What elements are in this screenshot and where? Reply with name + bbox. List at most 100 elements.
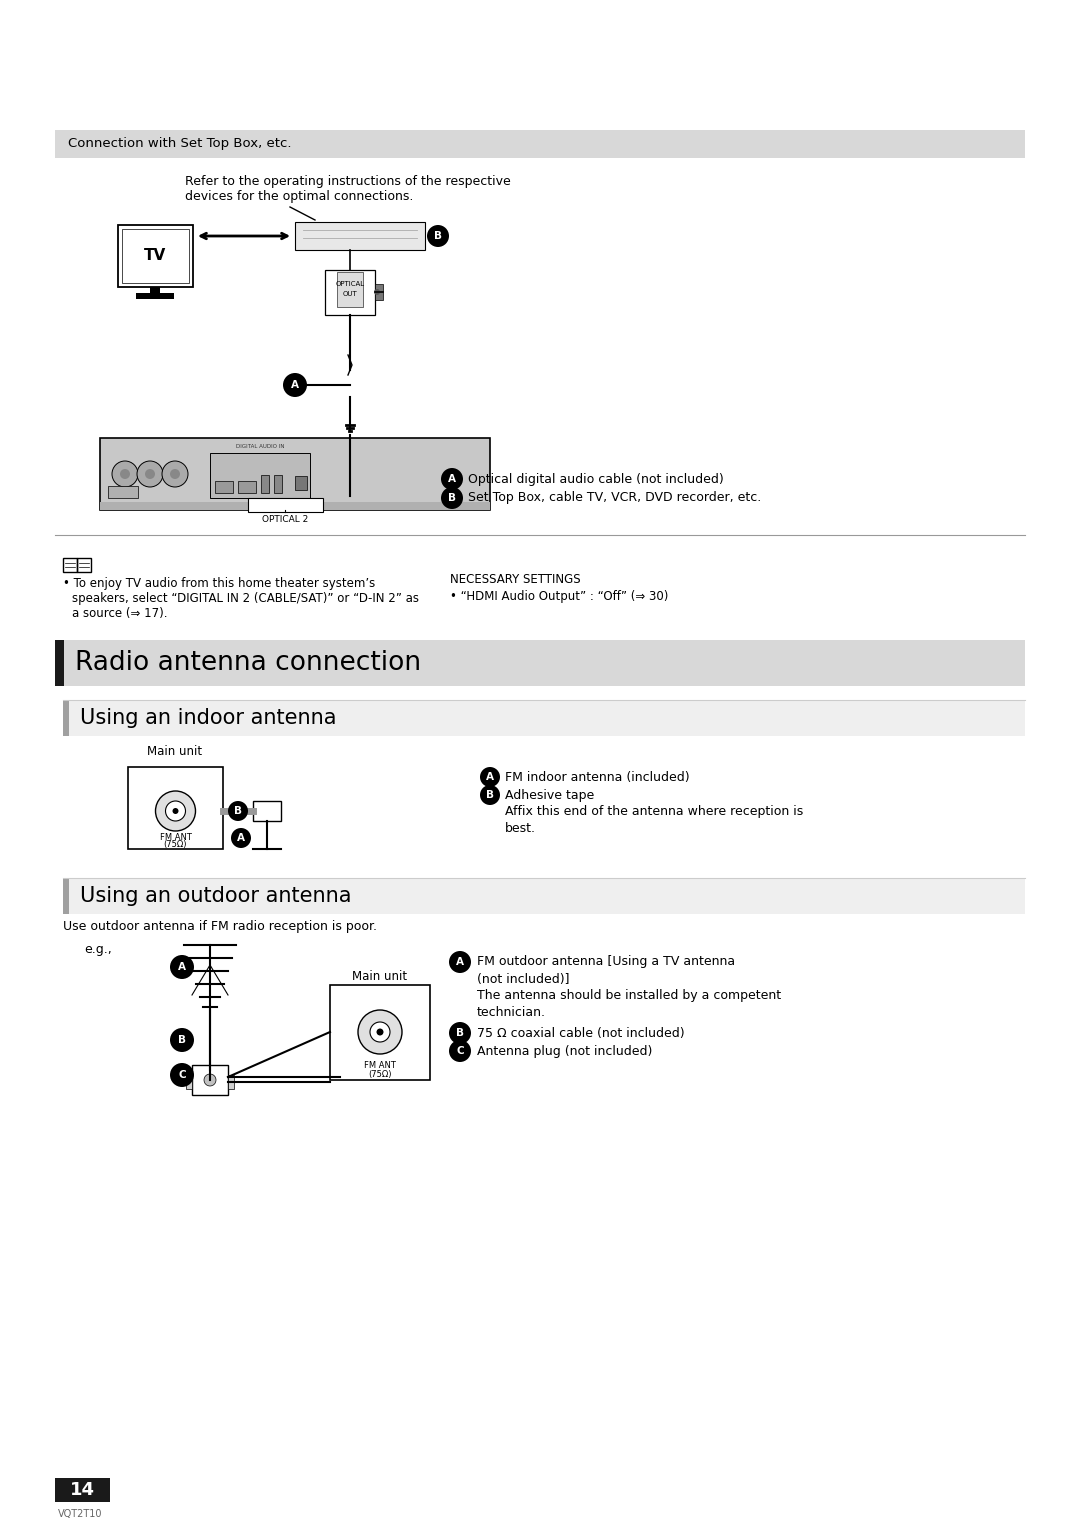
Circle shape [170, 1028, 194, 1051]
Bar [248, 498, 323, 512]
Circle shape [165, 801, 186, 821]
Bar [55, 640, 64, 686]
Circle shape [170, 469, 180, 478]
Text: A: A [456, 957, 464, 967]
Bar [228, 1076, 234, 1089]
Text: FM ANT: FM ANT [160, 833, 191, 842]
Bar [63, 879, 69, 914]
Circle shape [427, 225, 449, 248]
Bar [337, 272, 363, 307]
Text: • “HDMI Audio Output” : “Off” (⇒ 30): • “HDMI Audio Output” : “Off” (⇒ 30) [450, 590, 669, 604]
Text: FM ANT: FM ANT [364, 1062, 396, 1071]
Bar [150, 287, 160, 293]
Text: • To enjoy TV audio from this home theater system’s: • To enjoy TV audio from this home theat… [63, 578, 375, 590]
Bar [325, 270, 375, 315]
Bar [192, 1065, 228, 1096]
Bar [63, 558, 77, 571]
Circle shape [283, 373, 307, 397]
Text: Using an indoor antenna: Using an indoor antenna [80, 707, 337, 727]
Text: OPTICAL: OPTICAL [336, 281, 365, 287]
Bar [100, 503, 490, 510]
Text: OPTICAL 2: OPTICAL 2 [261, 515, 308, 524]
Text: 75 Ω coaxial cable (not included): 75 Ω coaxial cable (not included) [477, 1027, 685, 1039]
Circle shape [480, 785, 500, 805]
Text: Adhesive tape: Adhesive tape [505, 788, 594, 802]
Bar [63, 700, 1025, 736]
Text: Optical digital audio cable (not included): Optical digital audio cable (not include… [468, 472, 724, 486]
Bar [63, 700, 69, 736]
Bar [102, 504, 488, 510]
Bar [295, 477, 307, 490]
Circle shape [449, 1022, 471, 1044]
Bar [274, 475, 282, 494]
Text: B: B [178, 1034, 186, 1045]
Circle shape [228, 801, 248, 821]
Circle shape [137, 461, 163, 487]
Text: A: A [486, 772, 494, 782]
Text: Main unit: Main unit [148, 746, 203, 758]
Text: A: A [291, 380, 299, 390]
Bar [215, 481, 233, 494]
Text: Use outdoor antenna if FM radio reception is poor.: Use outdoor antenna if FM radio receptio… [63, 920, 377, 934]
Bar [77, 558, 91, 571]
Circle shape [112, 461, 138, 487]
Text: FM indoor antenna (included): FM indoor antenna (included) [505, 770, 690, 784]
Bar [253, 801, 281, 821]
Bar [375, 284, 383, 299]
Text: Antenna plug (not included): Antenna plug (not included) [477, 1045, 652, 1057]
Text: Connection with Set Top Box, etc.: Connection with Set Top Box, etc. [68, 138, 292, 150]
Bar [129, 767, 222, 850]
Bar [55, 130, 1025, 157]
Bar [55, 1478, 110, 1502]
Circle shape [170, 955, 194, 979]
Circle shape [231, 828, 251, 848]
Bar [55, 640, 1025, 686]
Circle shape [449, 1041, 471, 1062]
Text: Affix this end of the antenna where reception is: Affix this end of the antenna where rece… [505, 805, 804, 819]
Text: A: A [237, 833, 245, 843]
Text: Using an outdoor antenna: Using an outdoor antenna [80, 886, 351, 906]
Circle shape [374, 289, 380, 295]
Text: The antenna should be installed by a competent: The antenna should be installed by a com… [477, 990, 781, 1002]
Text: Main unit: Main unit [352, 969, 407, 983]
Bar [136, 293, 174, 299]
Text: B: B [434, 231, 442, 241]
Text: e.g.,: e.g., [84, 943, 111, 957]
Text: TV: TV [145, 249, 166, 263]
Circle shape [162, 461, 188, 487]
Bar [186, 1076, 192, 1089]
Text: A: A [178, 963, 186, 972]
Circle shape [377, 1028, 383, 1036]
Circle shape [170, 1063, 194, 1086]
Circle shape [441, 468, 463, 490]
Circle shape [370, 1022, 390, 1042]
Text: C: C [178, 1070, 186, 1080]
Text: NECESSARY SETTINGS: NECESSARY SETTINGS [450, 573, 581, 587]
Circle shape [441, 487, 463, 509]
Text: Set Top Box, cable TV, VCR, DVD recorder, etc.: Set Top Box, cable TV, VCR, DVD recorder… [468, 492, 761, 504]
Circle shape [449, 950, 471, 973]
Bar [403, 225, 421, 248]
Bar [295, 222, 426, 251]
Circle shape [145, 469, 156, 478]
Text: 14: 14 [69, 1481, 95, 1499]
Circle shape [156, 792, 195, 831]
Bar [122, 229, 189, 283]
Text: devices for the optimal connections.: devices for the optimal connections. [185, 189, 414, 203]
Bar [210, 452, 310, 498]
Circle shape [120, 469, 130, 478]
Circle shape [173, 808, 178, 814]
Text: speakers, select “DIGITAL IN 2 (CABLE/SAT)” or “D-IN 2” as: speakers, select “DIGITAL IN 2 (CABLE/SA… [72, 591, 419, 605]
Text: B: B [456, 1028, 464, 1038]
Text: FM outdoor antenna [Using a TV antenna: FM outdoor antenna [Using a TV antenna [477, 955, 735, 969]
Bar [63, 879, 1025, 914]
Text: VQT2T10: VQT2T10 [58, 1510, 103, 1519]
Text: A: A [448, 474, 456, 484]
Bar [118, 225, 193, 287]
Circle shape [204, 1074, 216, 1086]
Bar [330, 986, 430, 1080]
Text: a source (⇒ 17).: a source (⇒ 17). [72, 607, 167, 620]
Bar [261, 475, 269, 494]
Text: B: B [448, 494, 456, 503]
Text: C: C [456, 1047, 463, 1056]
